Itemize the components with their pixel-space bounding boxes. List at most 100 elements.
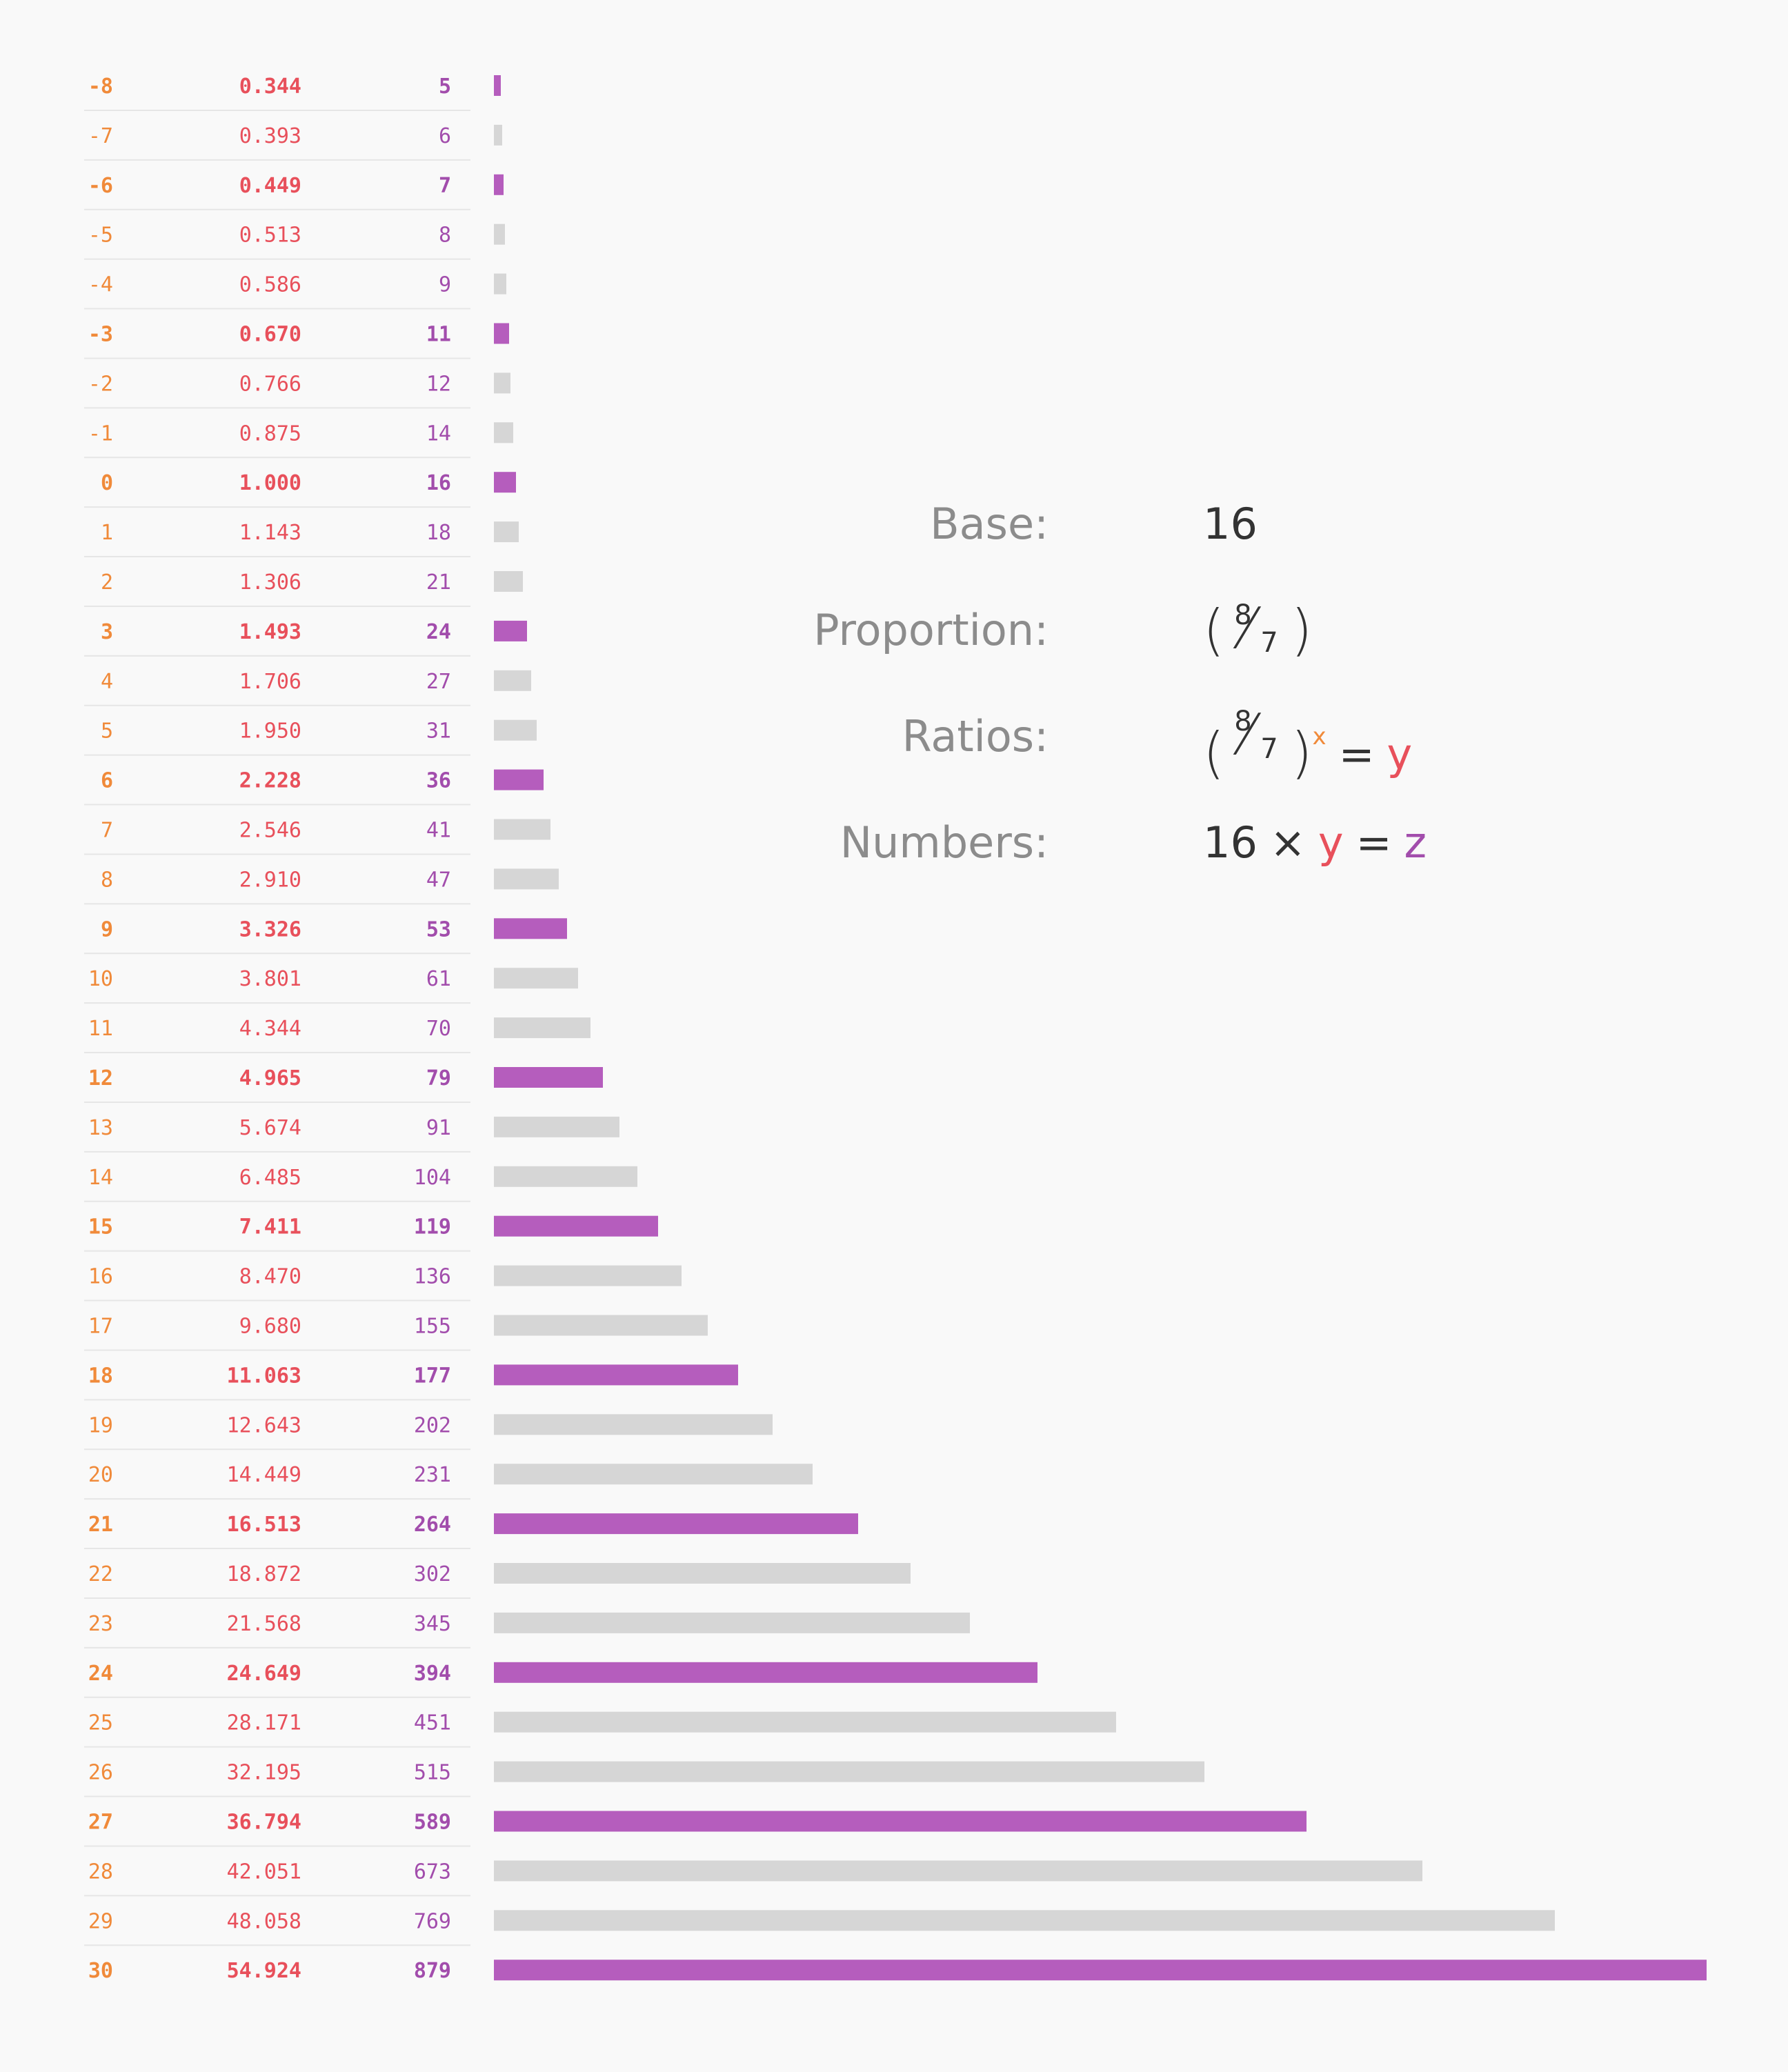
base-label: Base:	[930, 499, 1049, 549]
variable-y: y	[1318, 817, 1344, 868]
exponent-label: 9	[101, 917, 113, 942]
number-label: 6	[439, 124, 451, 148]
number-label: 589	[414, 1811, 451, 1835]
ratio-label: 5.674	[239, 1116, 301, 1140]
ratio-label: 21.568	[227, 1612, 301, 1636]
number-label: 202	[414, 1413, 451, 1437]
ratio-label: 16.513	[227, 1513, 301, 1537]
equals-sign: =	[1355, 817, 1392, 868]
bar	[494, 422, 513, 444]
close-paren: )	[1291, 721, 1313, 785]
exponent-label: -1	[88, 421, 113, 446]
number-label: 264	[414, 1513, 451, 1537]
number-label: 36	[426, 769, 451, 793]
number-label: 70	[426, 1017, 451, 1041]
ratio-label: 8.470	[239, 1265, 301, 1289]
ratio-label: 0.586	[239, 273, 301, 297]
exponent-label: 28	[88, 1860, 113, 1884]
exponent-label: 18	[88, 1364, 113, 1388]
exponent-label: 8	[101, 868, 113, 892]
bar	[494, 174, 504, 195]
ratio-label: 3.801	[239, 967, 301, 991]
number-label: 136	[414, 1265, 451, 1289]
number-label: 31	[426, 719, 451, 744]
fraction-denominator: 7	[1260, 733, 1278, 765]
fraction-denominator: 7	[1260, 627, 1278, 659]
ratio-label: 7.411	[239, 1215, 301, 1239]
exponent-label: -6	[88, 174, 113, 198]
exponent-label: 19	[88, 1413, 113, 1437]
number-label: 394	[414, 1662, 451, 1686]
fraction-slash: ⁄	[1242, 597, 1252, 661]
ratio-label: 0.513	[239, 223, 301, 248]
number-label: 451	[414, 1711, 451, 1735]
base-value: 16	[1203, 499, 1258, 549]
bar	[494, 1711, 1116, 1733]
bar	[494, 769, 544, 790]
exponent-label: 23	[88, 1612, 113, 1636]
bar	[494, 968, 578, 989]
bar	[494, 719, 537, 741]
fraction: 8 ⁄ 7	[1224, 702, 1291, 771]
bar	[494, 521, 519, 543]
bar	[494, 1067, 603, 1088]
bar	[494, 1215, 658, 1237]
bar	[494, 1761, 1204, 1782]
number-label: 12	[426, 372, 451, 396]
ratio-label: 1.000	[239, 471, 301, 495]
exponent-label: 14	[88, 1166, 113, 1190]
base-number: 16	[1203, 817, 1258, 868]
numbers-label: Numbers:	[840, 817, 1049, 868]
bar	[494, 1612, 970, 1633]
exponent-label: 12	[88, 1066, 113, 1090]
bar	[494, 868, 559, 890]
exponent-label: 30	[88, 1959, 113, 1983]
number-label: 155	[414, 1315, 451, 1339]
number-label: 24	[426, 620, 451, 644]
exponent-label: -8	[88, 74, 113, 99]
bar	[494, 1563, 911, 1584]
bar	[494, 1414, 773, 1435]
bar	[494, 1464, 813, 1485]
number-label: 9	[439, 273, 451, 297]
exponent-label: 29	[88, 1909, 113, 1933]
exponent-label: 11	[88, 1017, 113, 1041]
variable-z: z	[1404, 817, 1427, 868]
close-paren: )	[1291, 598, 1313, 662]
exponent-label: -2	[88, 372, 113, 396]
bar	[494, 372, 510, 394]
ratios-value: (8 ⁄ 7)x = y	[1203, 702, 1412, 789]
bar	[494, 1662, 1037, 1683]
exponent-label: 20	[88, 1463, 113, 1487]
exponent-label: 1	[101, 521, 113, 545]
number-label: 18	[426, 521, 451, 545]
exponent-label: -5	[88, 223, 113, 248]
open-paren: (	[1203, 721, 1225, 785]
ratio-label: 28.171	[227, 1711, 301, 1735]
exponent-label: 21	[88, 1513, 113, 1537]
bar	[494, 1017, 590, 1039]
bar	[494, 1315, 708, 1336]
fraction-numerator: 8	[1234, 599, 1252, 631]
exponent-label: 7	[101, 819, 113, 843]
fraction-slash: ⁄	[1242, 703, 1252, 767]
ratio-label: 2.228	[239, 769, 301, 793]
number-label: 47	[426, 868, 451, 892]
proportion-label: Proportion:	[813, 605, 1049, 655]
bar	[494, 472, 516, 493]
bar	[494, 1513, 858, 1535]
bar	[494, 571, 523, 592]
numbers-value: 16 × y = z	[1203, 808, 1427, 877]
exponent-label: -4	[88, 273, 113, 297]
number-label: 21	[426, 570, 451, 595]
equals-sign: =	[1338, 729, 1375, 779]
ratio-label: 9.680	[239, 1315, 301, 1339]
ratios-label: Ratios:	[902, 711, 1049, 761]
ratio-label: 1.950	[239, 719, 301, 744]
number-label: 27	[426, 670, 451, 694]
ratio-label: 3.326	[239, 917, 301, 942]
ratio-label: 24.649	[227, 1662, 301, 1686]
exponent-label: 10	[88, 967, 113, 991]
exponent-label: 5	[101, 719, 113, 744]
ratio-label: 12.643	[227, 1413, 301, 1437]
